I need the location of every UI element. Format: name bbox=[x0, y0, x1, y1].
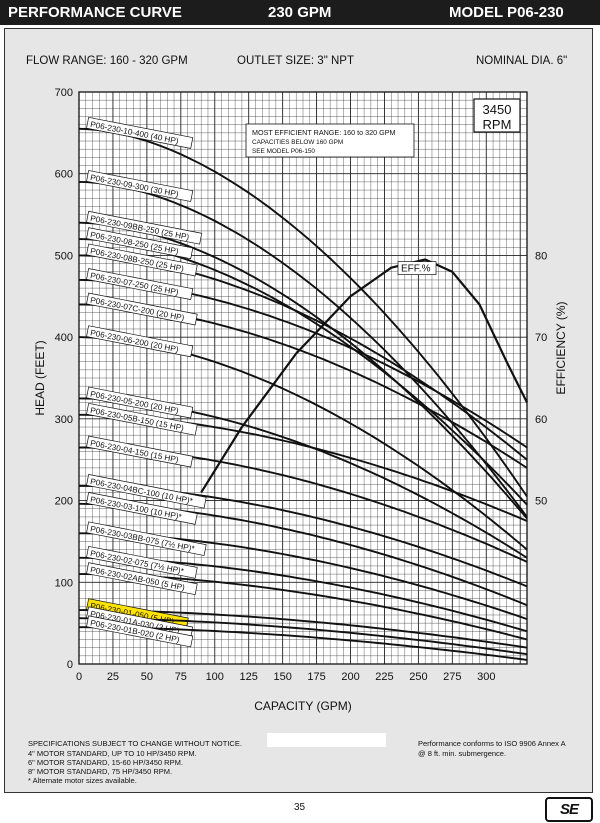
spec-notice: SPECIFICATIONS SUBJECT TO CHANGE WITHOUT… bbox=[28, 739, 242, 748]
curve-label-box bbox=[86, 545, 198, 579]
y-axis-label: HEAD (FEET) bbox=[33, 340, 47, 415]
curve-label-box bbox=[86, 474, 207, 509]
model-number: MODEL P06-230 bbox=[449, 4, 564, 21]
y-tick-label: 100 bbox=[55, 577, 73, 589]
efficiency-label-box bbox=[397, 261, 437, 275]
curve-label-box bbox=[86, 615, 194, 648]
page-title: PERFORMANCE CURVE bbox=[8, 4, 182, 21]
y-tick-label: 300 bbox=[55, 414, 73, 426]
note-box bbox=[245, 123, 415, 158]
outlet-size: OUTLET SIZE: 3" NPT bbox=[237, 55, 354, 67]
y-tick-label: 400 bbox=[55, 332, 73, 344]
blank-field bbox=[267, 733, 386, 747]
curve-label-box bbox=[86, 492, 198, 525]
y-tick-label: 500 bbox=[55, 250, 73, 262]
note-line: SEE MODEL P06-150 bbox=[252, 148, 315, 155]
x-tick-label: 250 bbox=[409, 671, 427, 683]
curve-label-box bbox=[86, 402, 198, 436]
x-tick-label: 300 bbox=[477, 671, 495, 683]
curve-label-box bbox=[86, 116, 194, 149]
motor-6-note: 6" MOTOR STANDARD, 15-60 HP/3450 RPM. bbox=[28, 758, 183, 767]
curve-label-box bbox=[86, 435, 194, 468]
x-tick-label: 75 bbox=[175, 671, 187, 683]
nominal-diameter: NOMINAL DIA. 6" bbox=[476, 55, 568, 67]
rpm-unit: RPM bbox=[483, 117, 512, 132]
alternate-note: * Alternate motor sizes available. bbox=[28, 776, 137, 785]
curve-label-box bbox=[86, 210, 203, 245]
y2-tick-label: 80 bbox=[535, 250, 547, 262]
curve-label-box bbox=[86, 243, 198, 277]
x-tick-label: 50 bbox=[141, 671, 153, 683]
title-bar: PERFORMANCE CURVE 230 GPM MODEL P06-230 bbox=[0, 0, 600, 25]
curve-label-box bbox=[86, 292, 198, 326]
curve-label-box bbox=[86, 562, 198, 596]
iso-note: Performance conforms to ISO 9906 Annex A bbox=[418, 739, 566, 748]
curve-label-box bbox=[86, 521, 207, 556]
x-tick-label: 125 bbox=[240, 671, 258, 683]
motor-4-note: 4" MOTOR STANDARD, UP TO 10 HP/3450 RPM. bbox=[28, 749, 197, 758]
y-tick-label: 700 bbox=[55, 87, 73, 99]
curve-label-box bbox=[86, 386, 194, 419]
y2-tick-label: 70 bbox=[535, 332, 547, 344]
y-tick-label: 200 bbox=[55, 496, 73, 508]
head-curve bbox=[78, 127, 528, 498]
rpm-value: 3450 bbox=[483, 102, 512, 117]
note-line: MOST EFFICIENT RANGE: 160 to 320 GPM bbox=[252, 128, 396, 137]
rpm-box bbox=[473, 98, 521, 133]
x-tick-label: 100 bbox=[206, 671, 224, 683]
curve-label-box bbox=[86, 227, 194, 260]
brand-logo: SE bbox=[545, 797, 593, 822]
y2-tick-label: 50 bbox=[535, 496, 547, 508]
page-number: 35 bbox=[294, 802, 306, 813]
x-tick-label: 200 bbox=[341, 671, 359, 683]
x-tick-label: 0 bbox=[76, 671, 82, 683]
x-tick-label: 225 bbox=[375, 671, 393, 683]
motor-8-note: 8" MOTOR STANDARD, 75 HP/3450 RPM. bbox=[28, 767, 173, 776]
x-axis-label: CAPACITY (GPM) bbox=[254, 699, 352, 713]
x-tick-label: 25 bbox=[107, 671, 119, 683]
curve-label-box bbox=[86, 268, 194, 300]
x-tick-label: 150 bbox=[273, 671, 291, 683]
x-tick-label: 175 bbox=[307, 671, 325, 683]
note-line: CAPACITIES BELOW 160 GPM bbox=[252, 139, 343, 146]
y-tick-label: 0 bbox=[67, 659, 73, 671]
flow-range: FLOW RANGE: 160 - 320 GPM bbox=[26, 55, 188, 67]
y2-tick-label: 60 bbox=[535, 414, 547, 426]
curve-label-box bbox=[86, 325, 194, 358]
y-tick-label: 600 bbox=[55, 169, 73, 181]
efficiency-label: EFF.% bbox=[401, 264, 431, 275]
plot-frame bbox=[78, 91, 528, 665]
y2-axis-label: EFFICIENCY (%) bbox=[554, 301, 568, 394]
submergence-note: @ 8 ft. min. submergence. bbox=[418, 749, 507, 758]
flow-rating: 230 GPM bbox=[268, 4, 332, 21]
curve-label-box bbox=[86, 170, 194, 202]
x-tick-label: 275 bbox=[443, 671, 461, 683]
